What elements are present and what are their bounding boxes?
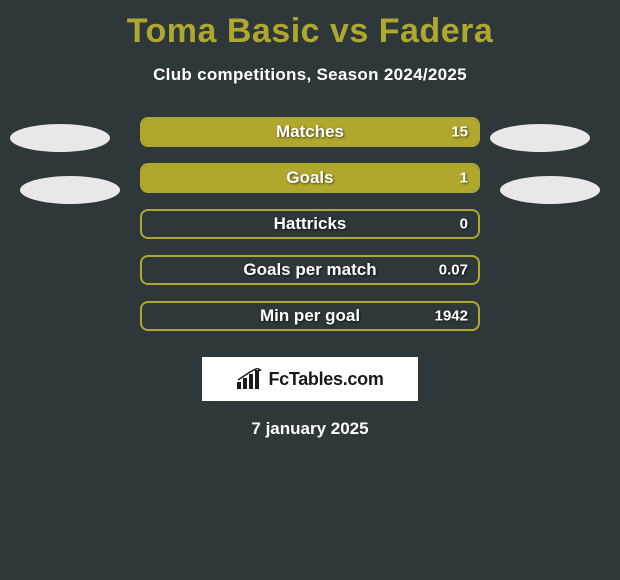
stat-label: Hattricks (274, 214, 347, 234)
page-title: Toma Basic vs Fadera (0, 0, 620, 51)
player-ellipse (490, 124, 590, 152)
stat-value: 0.07 (439, 262, 468, 279)
logo-text: FcTables.com (268, 369, 383, 390)
stat-label: Goals per match (243, 260, 376, 280)
stat-track: Min per goal 1942 (140, 301, 480, 331)
stat-value: 0 (460, 216, 468, 233)
player-ellipse (20, 176, 120, 204)
stat-label: Goals (286, 168, 333, 188)
stat-row: Goals per match 0.07 (0, 247, 620, 293)
stat-track: Goals per match 0.07 (140, 255, 480, 285)
date-label: 7 january 2025 (0, 419, 620, 439)
stat-track: Matches 15 (140, 117, 480, 147)
source-logo: FcTables.com (202, 357, 418, 401)
subtitle: Club competitions, Season 2024/2025 (0, 65, 620, 85)
stat-label: Min per goal (260, 306, 360, 326)
player-ellipse (10, 124, 110, 152)
stat-track: Goals 1 (140, 163, 480, 193)
stat-value: 1 (460, 170, 468, 187)
stat-label: Matches (276, 122, 344, 142)
stat-value: 1942 (435, 308, 468, 325)
stat-value: 15 (451, 124, 468, 141)
stat-track: Hattricks 0 (140, 209, 480, 239)
chart-icon (236, 368, 262, 390)
stat-row: Min per goal 1942 (0, 293, 620, 339)
stat-row: Hattricks 0 (0, 201, 620, 247)
player-ellipse (500, 176, 600, 204)
